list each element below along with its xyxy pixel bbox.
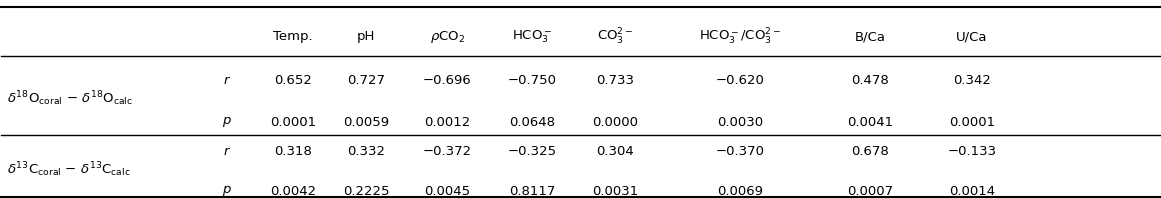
Text: −0.620: −0.620 — [716, 74, 765, 87]
Text: $p$: $p$ — [222, 115, 232, 129]
Text: $r$: $r$ — [223, 74, 231, 87]
Text: 0.0030: 0.0030 — [717, 116, 764, 129]
Text: −0.372: −0.372 — [423, 145, 471, 158]
Text: 0.342: 0.342 — [953, 74, 991, 87]
Text: $\delta^{18}$O$_{\rm coral}$ $-$ $\delta^{18}$O$_{\rm calc}$: $\delta^{18}$O$_{\rm coral}$ $-$ $\delta… — [7, 89, 134, 108]
Text: U/Ca: U/Ca — [957, 30, 988, 43]
Text: 0.318: 0.318 — [274, 145, 312, 158]
Text: 0.0059: 0.0059 — [344, 116, 389, 129]
Text: 0.678: 0.678 — [851, 145, 889, 158]
Text: 0.0012: 0.0012 — [424, 116, 470, 129]
Text: $r$: $r$ — [223, 145, 231, 158]
Text: −0.696: −0.696 — [423, 74, 471, 87]
Text: 0.0042: 0.0042 — [271, 185, 316, 198]
Text: 0.0001: 0.0001 — [271, 116, 316, 129]
Text: 0.332: 0.332 — [347, 145, 385, 158]
Text: CO$_3^{2-}$: CO$_3^{2-}$ — [597, 27, 634, 47]
Text: pH: pH — [358, 30, 375, 43]
Text: 0.304: 0.304 — [597, 145, 634, 158]
Text: HCO$_3^-$/CO$_3^{2-}$: HCO$_3^-$/CO$_3^{2-}$ — [699, 27, 781, 47]
Text: $\delta^{13}$C$_{\rm coral}$ $-$ $\delta^{13}$C$_{\rm calc}$: $\delta^{13}$C$_{\rm coral}$ $-$ $\delta… — [7, 160, 131, 179]
Text: −0.133: −0.133 — [947, 145, 996, 158]
Text: −0.370: −0.370 — [716, 145, 765, 158]
Text: 0.727: 0.727 — [347, 74, 385, 87]
Text: $p$: $p$ — [222, 184, 232, 198]
Text: 0.0648: 0.0648 — [509, 116, 555, 129]
Text: 0.652: 0.652 — [274, 74, 312, 87]
Text: 0.0045: 0.0045 — [424, 185, 470, 198]
Text: 0.0001: 0.0001 — [949, 116, 995, 129]
Text: 0.0014: 0.0014 — [949, 185, 995, 198]
Text: 0.2225: 0.2225 — [342, 185, 389, 198]
Text: Temp.: Temp. — [274, 30, 313, 43]
Text: 0.0031: 0.0031 — [592, 185, 639, 198]
Text: 0.478: 0.478 — [851, 74, 889, 87]
Text: HCO$_3^-$: HCO$_3^-$ — [512, 29, 551, 45]
Text: $\rho$CO$_2$: $\rho$CO$_2$ — [430, 29, 464, 45]
Text: 0.0000: 0.0000 — [592, 116, 639, 129]
Text: 0.0041: 0.0041 — [848, 116, 893, 129]
Text: −0.750: −0.750 — [507, 74, 556, 87]
Text: 0.733: 0.733 — [597, 74, 634, 87]
Text: 0.8117: 0.8117 — [509, 185, 555, 198]
Text: 0.0069: 0.0069 — [717, 185, 763, 198]
Text: B/Ca: B/Ca — [854, 30, 886, 43]
Text: 0.0007: 0.0007 — [848, 185, 893, 198]
Text: −0.325: −0.325 — [507, 145, 556, 158]
